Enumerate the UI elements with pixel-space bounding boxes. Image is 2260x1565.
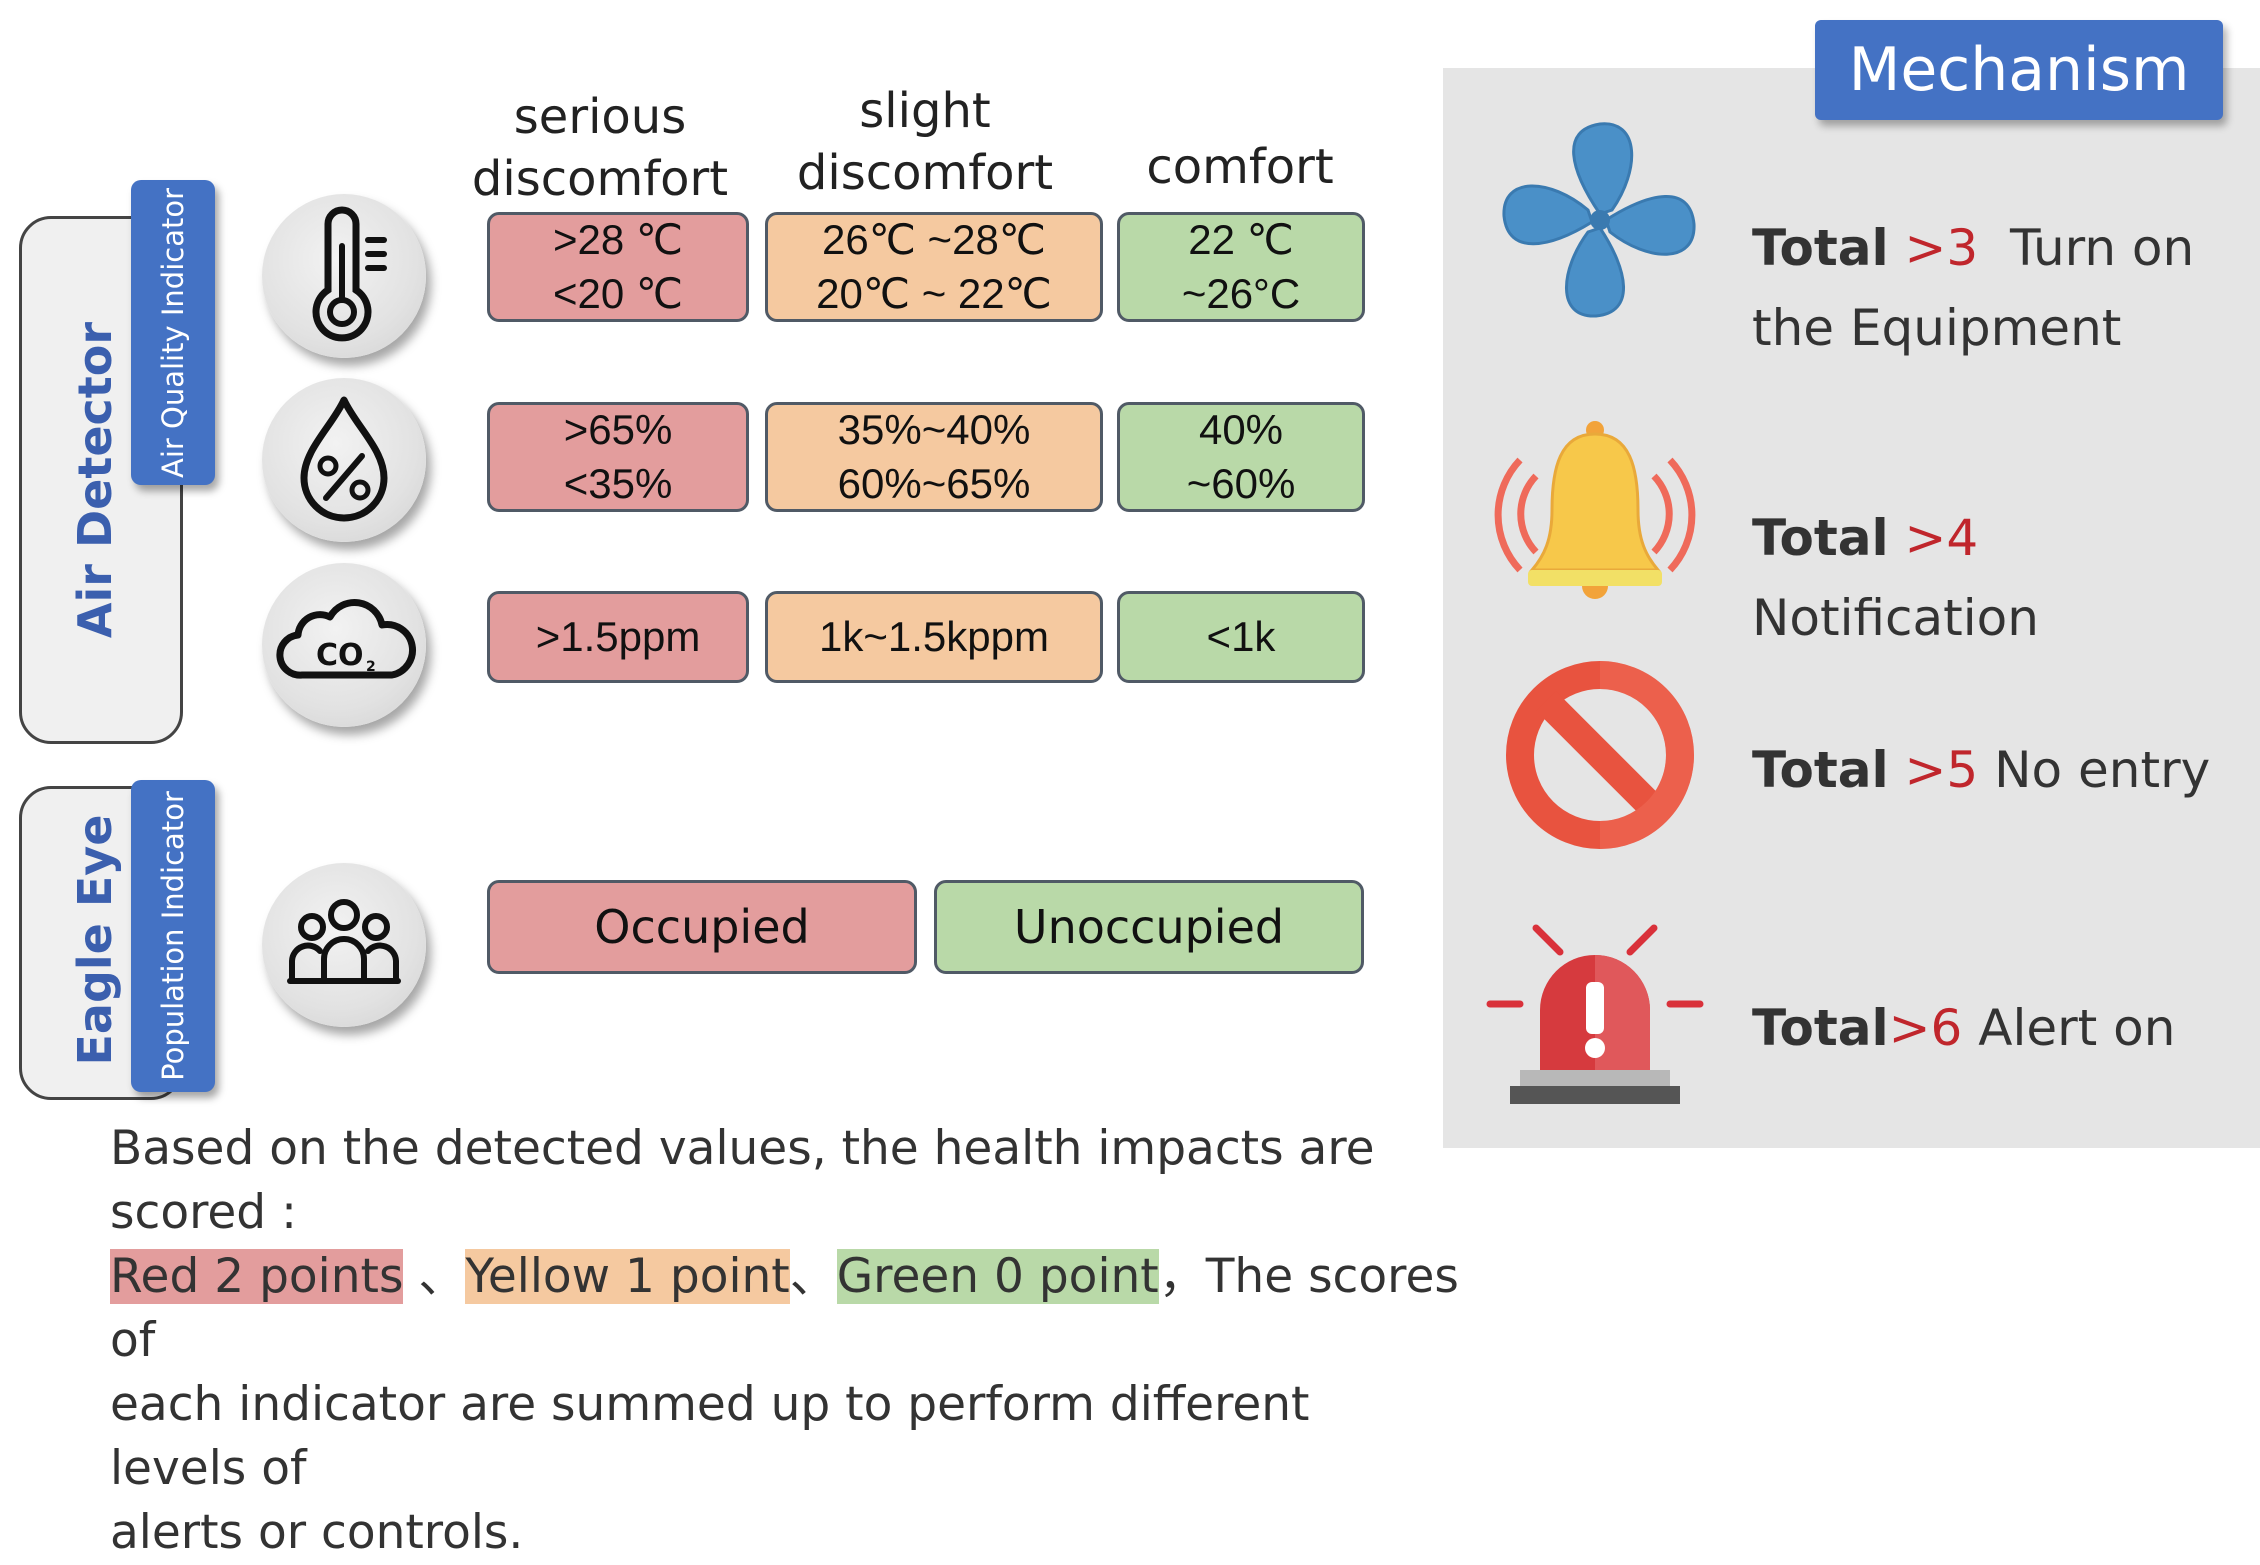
fan-icon bbox=[1502, 122, 1696, 318]
thermometer-icon bbox=[262, 194, 426, 358]
rule-3: Total >5 No entry bbox=[1752, 730, 2210, 810]
footer-line2: Red 2 points 、Yellow 1 point、Green 0 poi… bbox=[110, 1245, 1460, 1373]
rule-4: Total>6 Alert on bbox=[1752, 988, 2175, 1068]
column-header-serious-discomfort: serious discomfort bbox=[470, 86, 730, 210]
co2-serious-cell: >1.5ppm bbox=[487, 591, 749, 683]
rule-4-threshold: >6 bbox=[1888, 999, 1963, 1057]
footer-line2-rest: ，The scores of bbox=[110, 1249, 1459, 1368]
column-header-slight-line1: slight bbox=[859, 83, 991, 139]
legend-red: Red 2 points bbox=[110, 1249, 404, 1304]
rule-4-total: Total bbox=[1752, 999, 1889, 1057]
humidity-serious-line2: <35% bbox=[563, 460, 673, 507]
rule-3-threshold: >5 bbox=[1904, 741, 1979, 799]
rule-3-total: Total bbox=[1752, 741, 1889, 799]
scoring-explanation: Based on the detected values, the health… bbox=[110, 1117, 1460, 1565]
temperature-slight-cell: 26℃ ~28℃ 20℃ ~ 22℃ bbox=[765, 212, 1103, 322]
temperature-serious-line2: <20 ℃ bbox=[552, 270, 684, 317]
population-unoccupied-cell: Unoccupied bbox=[934, 880, 1364, 974]
humidity-comfort-line2: ~60% bbox=[1186, 460, 1296, 507]
footer-line1: Based on the detected values, the health… bbox=[110, 1121, 1375, 1240]
svg-text:2: 2 bbox=[366, 659, 376, 675]
temperature-slight-line1: 26℃ ~28℃ bbox=[822, 216, 1046, 263]
humidity-comfort-line1: 40% bbox=[1198, 406, 1284, 453]
rule-1: Total >3 Turn on the Equipment bbox=[1752, 208, 2194, 368]
co2-cloud-icon: CO 2 bbox=[262, 563, 426, 727]
column-header-serious-line2: discomfort bbox=[471, 151, 729, 207]
temperature-comfort-cell: 22 ℃ ~26°C bbox=[1117, 212, 1365, 322]
legend-sep2: 、 bbox=[789, 1249, 837, 1304]
rule-2-threshold: >4 bbox=[1904, 509, 1979, 567]
column-header-serious-line1: serious bbox=[513, 89, 687, 145]
rule-1-action: Turn on bbox=[2010, 219, 2195, 277]
temperature-slight-line2: 20℃ ~ 22℃ bbox=[816, 270, 1052, 317]
humidity-drop-icon bbox=[262, 378, 426, 542]
rule-1-action-line2: the Equipment bbox=[1752, 299, 2122, 357]
people-group-icon bbox=[262, 863, 426, 1027]
rule-2-action: Notification bbox=[1752, 589, 2039, 647]
eagle-eye-title: Eagle Eye bbox=[68, 814, 122, 1066]
rule-3-action: No entry bbox=[1994, 741, 2211, 799]
column-header-slight-line2: discomfort bbox=[796, 145, 1054, 201]
column-header-comfort: comfort bbox=[1146, 139, 1334, 195]
rule-2: Total >4 Notification bbox=[1752, 498, 2260, 658]
bell-icon bbox=[1494, 421, 1696, 599]
legend-yellow: Yellow 1 point bbox=[465, 1249, 790, 1304]
temperature-comfort-line1: 22 ℃ bbox=[1188, 216, 1294, 263]
mechanism-title: Mechanism bbox=[1815, 20, 2223, 120]
co2-slight-cell: 1k~1.5kppm bbox=[765, 591, 1103, 683]
co2-comfort-cell: <1k bbox=[1117, 591, 1365, 683]
temperature-serious-cell: >28 ℃ <20 ℃ bbox=[487, 212, 749, 322]
population-indicator-tab: Population Indicator bbox=[131, 780, 215, 1092]
svg-text:CO: CO bbox=[316, 638, 364, 673]
rule-2-total: Total bbox=[1752, 509, 1889, 567]
temperature-serious-line1: >28 ℃ bbox=[552, 216, 684, 263]
population-occupied-cell: Occupied bbox=[487, 880, 917, 974]
column-header-slight-discomfort: slight discomfort bbox=[795, 80, 1055, 204]
population-indicator-label: Population Indicator bbox=[156, 791, 190, 1081]
temperature-comfort-line2: ~26°C bbox=[1181, 270, 1301, 317]
humidity-slight-line2: 60%~65% bbox=[837, 460, 1031, 507]
humidity-comfort-cell: 40% ~60% bbox=[1117, 402, 1365, 512]
footer-line3: each indicator are summed up to perform … bbox=[110, 1377, 1310, 1496]
air-detector-title: Air Detector bbox=[68, 321, 122, 639]
no-entry-icon bbox=[1506, 661, 1694, 849]
rule-4-action: Alert on bbox=[1978, 999, 2176, 1057]
humidity-slight-cell: 35%~40% 60%~65% bbox=[765, 402, 1103, 512]
footer-line4: alerts or controls. bbox=[110, 1505, 524, 1560]
legend-green: Green 0 point bbox=[836, 1249, 1159, 1304]
legend-sep1: 、 bbox=[403, 1249, 466, 1304]
rule-1-total: Total bbox=[1752, 219, 1889, 277]
rule-1-threshold: >3 bbox=[1904, 219, 1979, 277]
air-quality-indicator-tab: Air Quality Indicator bbox=[131, 180, 215, 485]
air-quality-indicator-label: Air Quality Indicator bbox=[156, 187, 190, 478]
humidity-slight-line1: 35%~40% bbox=[837, 406, 1031, 453]
humidity-serious-cell: >65% <35% bbox=[487, 402, 749, 512]
siren-icon bbox=[1486, 924, 1704, 1104]
humidity-serious-line1: >65% bbox=[563, 406, 673, 453]
